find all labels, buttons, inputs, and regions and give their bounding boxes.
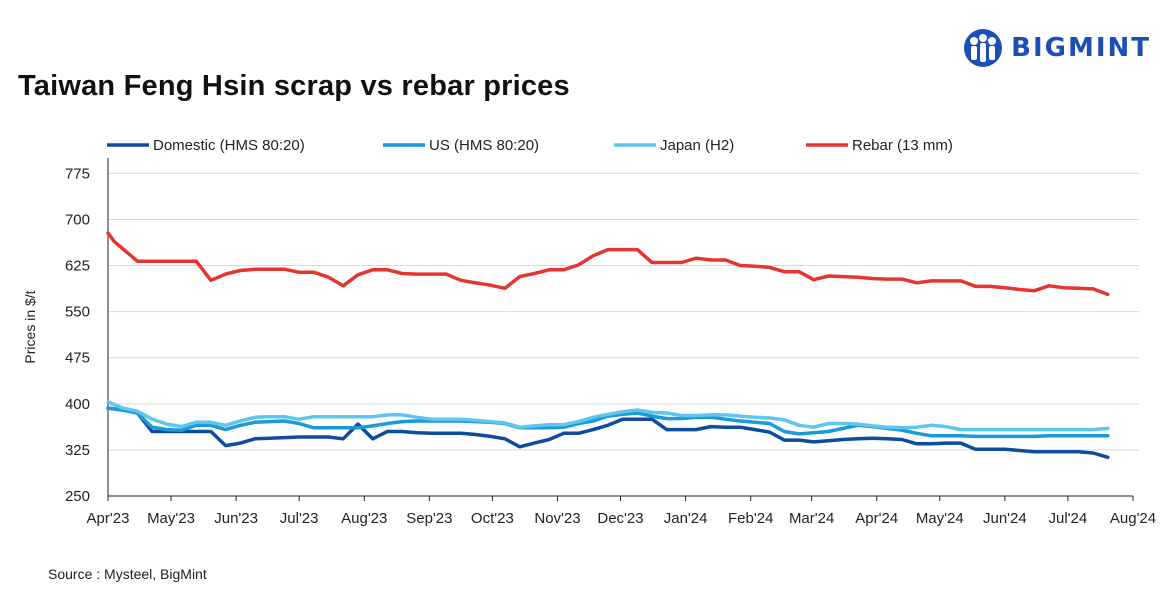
x-tick-label: Mar'24 [789,510,834,527]
y-tick-label: 325 [65,442,90,459]
legend-label: Japan (H2) [660,137,734,154]
series-line-1 [106,406,1110,460]
x-tick-label: May'24 [916,510,964,527]
x-tick-label: Nov'23 [534,510,580,527]
x-tick-label: Aug'24 [1110,510,1156,527]
x-tick-label: Aug'23 [341,510,387,527]
y-tick-label: 625 [65,258,90,275]
legend-label: Domestic (HMS 80:20) [153,137,305,154]
source-note: Source : Mysteel, BigMint [48,566,207,582]
y-tick-label: 550 [65,304,90,321]
x-tick-label: Dec'23 [597,510,643,527]
y-tick-label: 400 [65,396,90,413]
x-tick-label: Apr'24 [855,510,898,527]
x-tick-label: Jan'24 [664,510,708,527]
y-tick-label: 700 [65,211,90,228]
series-line-3 [106,400,1110,432]
y-tick-label: 475 [65,350,90,367]
x-tick-label: Sep'23 [406,510,452,527]
y-axis-label: Prices in $/t [22,290,38,363]
x-tick-label: May'23 [147,510,195,527]
x-tick-label: Jun'23 [214,510,258,527]
brand: BIGMINT [963,28,1151,68]
x-tick-label: Jul'24 [1049,510,1088,527]
x-tick-label: Oct'23 [471,510,514,527]
bigmint-logo-icon [964,29,1003,67]
page-title: Taiwan Feng Hsin scrap vs rebar prices [18,70,570,102]
series-line-2 [106,406,1110,439]
x-tick-label: Feb'24 [728,510,773,527]
y-tick-label: 775 [65,165,90,182]
brand-name: BIGMINT [1011,33,1151,63]
x-tick-label: Apr'23 [87,510,130,527]
x-tick-label: Jun'24 [983,510,1027,527]
legend-label: US (HMS 80:20) [429,137,539,154]
y-tick-label: 250 [65,488,90,505]
legend-label: Rebar (13 mm) [852,137,953,154]
x-tick-label: Jul'23 [280,510,319,527]
series-line-4 [106,231,1110,297]
